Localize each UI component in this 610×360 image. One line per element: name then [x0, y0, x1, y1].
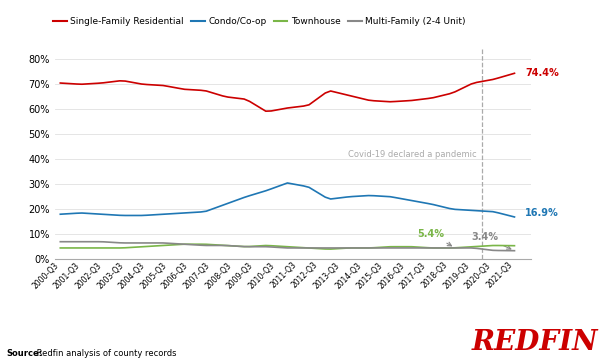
Text: Source:: Source:	[6, 349, 42, 358]
Text: 16.9%: 16.9%	[525, 208, 559, 218]
Legend: Single-Family Residential, Condo/Co-op, Townhouse, Multi-Family (2-4 Unit): Single-Family Residential, Condo/Co-op, …	[49, 13, 469, 29]
Text: REDFIN: REDFIN	[472, 329, 598, 356]
Text: 74.4%: 74.4%	[525, 68, 559, 78]
Text: 5.4%: 5.4%	[417, 229, 451, 246]
Text: Covid-19 declared a pandemic: Covid-19 declared a pandemic	[348, 150, 476, 159]
Text: 3.4%: 3.4%	[472, 232, 511, 249]
Text: Redfin analysis of county records: Redfin analysis of county records	[34, 349, 176, 358]
